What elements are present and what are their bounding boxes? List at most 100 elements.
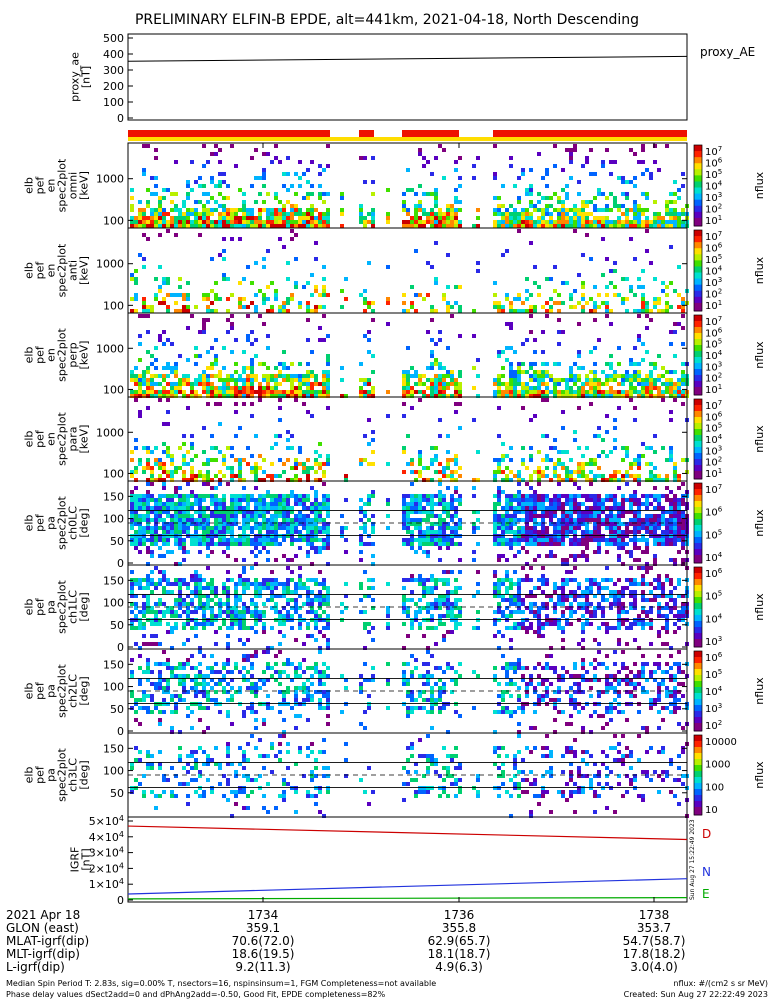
heatmap-cell <box>298 594 302 598</box>
heatmap-cell <box>314 526 318 530</box>
heatmap-cell <box>509 446 513 450</box>
heatmap-cell <box>525 224 529 228</box>
heatmap-cell <box>621 498 625 502</box>
heatmap-cell <box>186 462 190 466</box>
heatmap-cell <box>226 586 230 590</box>
heatmap-cell <box>174 224 178 228</box>
heatmap-cell <box>450 606 454 610</box>
heatmap-cell <box>226 518 230 522</box>
heatmap-cell <box>442 602 446 606</box>
heatmap-cell <box>585 156 589 160</box>
heatmap-cell <box>242 542 246 546</box>
heatmap-cell <box>505 538 509 542</box>
heatmap-cell <box>513 220 517 224</box>
heatmap-cell <box>274 534 278 538</box>
heatmap-cell <box>553 530 557 534</box>
heatmap-cell <box>669 450 673 454</box>
heatmap-cell <box>525 514 529 518</box>
heatmap-cell <box>210 390 214 394</box>
heatmap-cell <box>210 152 214 156</box>
heatmap-cell <box>438 602 442 606</box>
heatmap-cell <box>130 390 134 394</box>
heatmap-cell <box>242 522 246 526</box>
heatmap-cell <box>609 390 613 394</box>
colorbar-cell <box>694 399 702 402</box>
heatmap-cell <box>493 534 497 538</box>
elb-pef-en-spec2plot-anti-ylabel-5: [keV] <box>78 256 91 285</box>
heatmap-cell <box>198 510 202 514</box>
colorbar-cell <box>694 347 702 350</box>
heatmap-cell <box>202 506 206 510</box>
heatmap-cell <box>386 498 390 502</box>
heatmap-cell <box>314 550 318 554</box>
heatmap-cell <box>174 208 178 212</box>
heatmap-cell <box>150 510 154 514</box>
heatmap-cell <box>258 382 262 386</box>
heatmap-cell <box>677 550 681 554</box>
heatmap-cell <box>454 390 458 394</box>
heatmap-cell <box>186 358 190 362</box>
heatmap-cell <box>641 148 645 152</box>
heatmap-cell <box>450 630 454 634</box>
heatmap-cell <box>146 530 150 534</box>
heatmap-cell <box>553 522 557 526</box>
heatmap-cell <box>549 224 553 228</box>
heatmap-cell <box>446 346 450 350</box>
heatmap-cell <box>422 390 426 394</box>
heatmap-cell <box>472 176 476 180</box>
heatmap-cell <box>210 578 214 582</box>
heatmap-cell <box>418 382 422 386</box>
heatmap-cell <box>154 530 158 534</box>
heatmap-cell <box>202 192 206 196</box>
heatmap-cell <box>561 330 565 334</box>
heatmap-cell <box>158 546 162 550</box>
heatmap-cell <box>677 212 681 216</box>
heatmap-cell <box>202 374 206 378</box>
heatmap-cell <box>182 622 186 626</box>
heatmap-cell <box>298 538 302 542</box>
heatmap-cell <box>222 622 226 626</box>
heatmap-cell <box>138 522 142 526</box>
heatmap-cell <box>142 542 146 546</box>
colorbar-cell <box>694 179 702 182</box>
heatmap-cell <box>218 478 222 482</box>
heatmap-cell <box>298 216 302 220</box>
heatmap-cell <box>178 522 182 526</box>
heatmap-cell <box>154 293 158 297</box>
heatmap-cell <box>202 204 206 208</box>
heatmap-cell <box>545 454 549 458</box>
heatmap-cell <box>406 518 410 522</box>
heatmap-cell <box>565 518 569 522</box>
heatmap-cell <box>521 309 525 313</box>
heatmap-cell <box>414 390 418 394</box>
heatmap-cell <box>430 378 434 382</box>
heatmap-cell <box>218 602 222 606</box>
heatmap-cell <box>601 518 605 522</box>
heatmap-cell <box>434 156 438 160</box>
heatmap-cell <box>186 522 190 526</box>
heatmap-cell <box>533 530 537 534</box>
heatmap-cell <box>533 558 537 562</box>
heatmap-cell <box>294 638 298 642</box>
heatmap-cell <box>174 382 178 386</box>
heatmap-cell <box>549 196 553 200</box>
heatmap-cell <box>557 216 561 220</box>
heatmap-cell <box>585 216 589 220</box>
heatmap-cell <box>242 626 246 630</box>
heatmap-cell <box>278 305 282 309</box>
heatmap-cell <box>653 530 657 534</box>
colorbar-cell <box>694 525 702 528</box>
heatmap-cell <box>645 562 649 566</box>
heatmap-cell <box>605 498 609 502</box>
colorbar-tick-label: 101 <box>705 467 722 480</box>
heatmap-cell <box>673 542 677 546</box>
heatmap-cell <box>142 586 146 590</box>
heatmap-cell <box>438 538 442 542</box>
heatmap-cell <box>446 374 450 378</box>
heatmap-cell <box>681 309 685 313</box>
heatmap-cell <box>314 289 318 293</box>
heatmap-cell <box>310 526 314 530</box>
heatmap-cell <box>154 642 158 646</box>
heatmap-cell <box>422 494 426 498</box>
heatmap-cell <box>577 518 581 522</box>
